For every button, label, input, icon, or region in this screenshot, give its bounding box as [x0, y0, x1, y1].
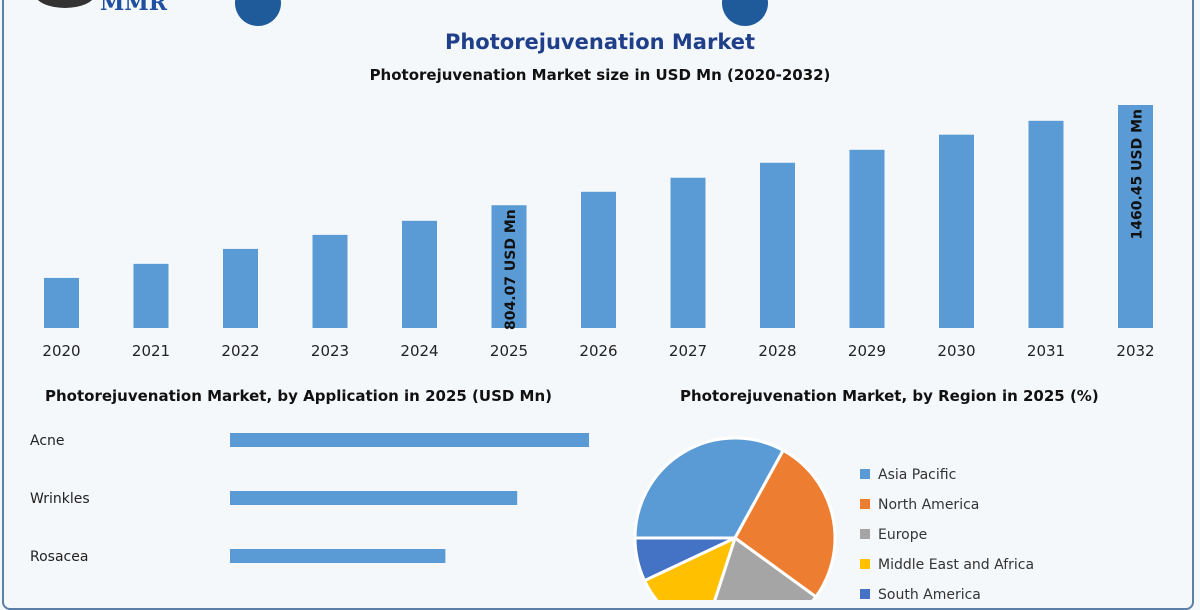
bar-2022: [223, 248, 258, 328]
x-tick-label: 2020: [42, 342, 80, 360]
bar-2030: [939, 134, 974, 328]
logo-text: MMR: [100, 0, 167, 16]
pie-slice-south-america: [633, 536, 736, 583]
x-tick-label: 2031: [1027, 342, 1065, 360]
data-label: 804.07 USD Mn: [503, 209, 519, 330]
bar-2031: [1028, 120, 1064, 329]
x-tick-label: 2021: [132, 342, 170, 360]
legend-swatch: [860, 529, 870, 539]
bar-2023: [312, 234, 348, 328]
bar-2028: [760, 162, 795, 328]
x-tick-label: 2025: [490, 342, 528, 360]
bar-2020: [44, 277, 79, 328]
x-tick-label: 2026: [579, 342, 617, 360]
pie-slice-europe: [713, 535, 818, 600]
region-pie-chart: Asia Pacific North America Europe Middle Ea…: [633, 436, 1034, 600]
x-tick-label: 2029: [848, 342, 886, 360]
page-title: Photorejuvenation Market: [444, 30, 756, 54]
pie-slice-north-america: [733, 448, 837, 599]
application-bar-chart: Acne Wrinkles Rosacea: [30, 433, 589, 565]
legend-swatch: [860, 559, 870, 569]
legend-swatch: [860, 469, 870, 479]
pie-slice-middle-east-and-africa: [642, 535, 738, 600]
category-label: Acne: [30, 433, 65, 449]
x-tick-label: 2023: [311, 342, 349, 360]
category-label: Rosacea: [30, 549, 88, 565]
bar-2032: [1118, 105, 1153, 328]
data-label: 1460.45 USD Mn: [1130, 109, 1146, 239]
bar-2027: [670, 177, 706, 328]
bar-wrinkles: [230, 491, 518, 505]
x-tick-label: 2032: [1116, 342, 1154, 360]
bar-2024: [402, 220, 437, 328]
legend-swatch: [860, 589, 870, 599]
x-tick-label: 2022: [221, 342, 259, 360]
bar-2025: [491, 205, 527, 328]
legend-label: South America: [878, 587, 981, 600]
bar-acne: [230, 433, 589, 447]
pie-slice-asia-pacific: [633, 436, 786, 540]
bar-2029: [849, 149, 885, 328]
legend-label: Asia Pacific: [878, 467, 956, 483]
x-tick-label: 2027: [669, 342, 707, 360]
bar-rosacea: [230, 549, 446, 563]
x-tick-label: 2024: [400, 342, 438, 360]
market-size-bar-chart: 2020 2021 2022 2023 2024 2025 804.07 USD Mn 202…: [42, 105, 1155, 360]
bar-2026: [581, 191, 616, 328]
x-tick-label: 2030: [937, 342, 975, 360]
bar-chart-title: Photorejuvenation Market size in USD Mn …: [369, 66, 831, 84]
application-chart-title: Photorejuvenation Market, by Application…: [45, 387, 553, 405]
region-chart-title: Photorejuvenation Market, by Region in 2…: [680, 387, 1099, 405]
legend-swatch: [860, 499, 870, 509]
x-tick-label: 2028: [758, 342, 796, 360]
category-label: Wrinkles: [30, 491, 90, 507]
legend-label: Europe: [878, 527, 927, 543]
legend-label: North America: [878, 497, 979, 513]
mmr-logo: [37, 0, 93, 8]
bar-2021: [133, 263, 169, 328]
legend-label: Middle East and Africa: [878, 557, 1034, 573]
